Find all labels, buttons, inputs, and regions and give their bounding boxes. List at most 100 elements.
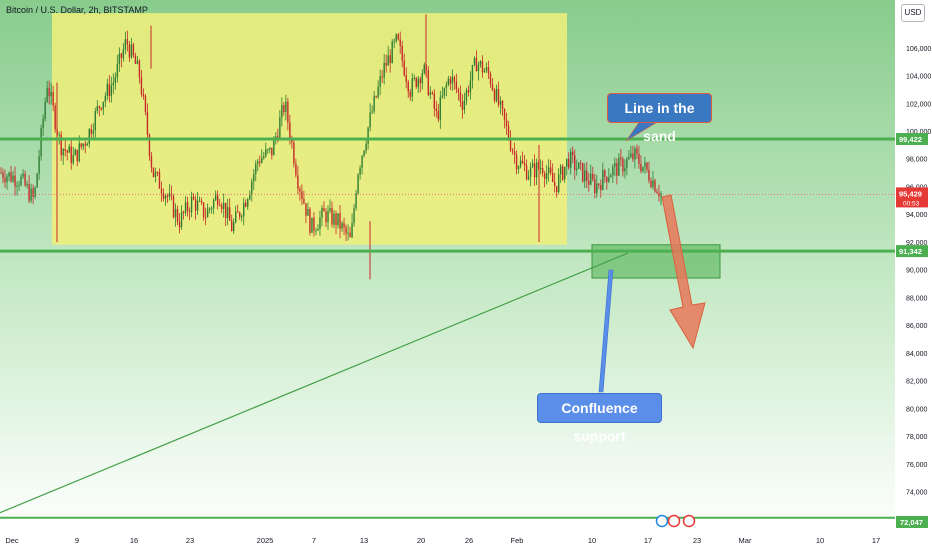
candle-body [263,155,265,158]
y-tick-label: 82,000 [906,379,928,386]
candle-body [313,217,315,231]
candle-body [620,157,622,160]
candle-body [180,211,183,228]
candle-body [555,186,558,193]
candle-body [618,157,620,176]
candle-body [279,117,281,139]
candle-body [387,55,389,66]
candle-body [640,164,642,172]
candle-body [210,208,213,210]
confluence-support-callout[interactable]: Confluence support [537,393,662,444]
event-marker-lightning-icon[interactable] [655,514,669,528]
candle-body [445,84,448,88]
candle-body [106,83,109,97]
candle-body [198,200,201,202]
y-tick-label: 104,000 [906,74,931,81]
candle-body [580,162,582,164]
candle-body [369,112,371,128]
time-scale-background [0,532,895,550]
candle-body [226,207,229,218]
candle-body [44,101,46,119]
candle-body [527,176,530,180]
candle-body [507,126,510,139]
event-marker-flag-icon[interactable] [667,514,681,528]
candle-body [136,60,139,64]
candle-body [160,188,163,194]
candle-body [4,178,6,183]
resistance-price-label: 99,422 [899,135,922,144]
candle-body [82,143,84,147]
candle-body [277,136,279,139]
event-marker-flag-icon[interactable] [682,514,696,528]
candle-body [154,172,157,177]
candle-body [582,163,584,182]
candle-body [241,216,243,218]
x-tick-label: 10 [588,536,596,545]
candle-body [596,183,598,194]
candle-body [190,196,193,213]
candle-body [32,188,34,197]
candle-body [108,83,111,96]
candle-body [333,213,335,225]
candle-body [349,232,351,238]
candle-body [84,143,86,146]
candle-body [614,163,616,167]
bottom-reference-tag [896,516,928,528]
candle-body [391,41,393,64]
candle-body [461,101,464,110]
candle-body [0,172,2,174]
candle-body [16,185,18,187]
line-in-the-sand-callout[interactable]: Line in the sand [607,93,712,144]
candle-body [102,101,105,110]
candle-body [509,138,512,150]
candle-body [92,130,94,134]
candle-body [243,202,245,217]
candle-body [549,167,552,174]
candle-body [441,95,444,98]
y-tick-label: 94,000 [906,212,928,219]
x-tick-label: 13 [360,536,368,545]
resistance-price-tag [896,133,928,146]
candle-body [411,78,413,97]
candle-body [561,166,564,180]
candle-body [42,118,44,128]
candle-body [267,149,269,151]
candle-body [88,129,90,144]
candle-body [638,153,640,165]
candle-body [345,227,347,234]
candle-body [8,172,10,177]
currency-button[interactable]: USD [901,4,925,22]
candle-body [634,148,636,160]
candle-body [551,173,554,182]
candle-body [602,170,604,190]
y-tick-label: 84,000 [906,351,928,358]
candle-body [465,90,468,101]
candle-body [297,175,299,189]
candle-body [572,151,574,156]
candle-body [124,39,127,50]
candle-body [293,142,295,164]
candle-body [224,202,227,218]
candle-body [421,73,423,84]
candle-body [477,64,480,72]
candle-body [68,146,70,153]
y-tick-label: 80,000 [906,406,928,413]
candle-body [24,173,26,186]
candle-body [134,55,137,64]
candle-body [646,162,648,170]
candle-body [249,193,251,200]
candle-body [116,63,119,78]
candle-body [305,203,307,216]
candle-body [196,200,199,211]
candle-body [230,220,233,231]
candle-body [586,170,588,181]
candle-body [525,165,528,180]
candle-body [58,134,60,136]
candle-body [66,150,68,153]
candle-body [90,129,92,134]
candle-body [409,91,411,97]
candle-body [218,204,221,206]
candle-body [289,122,291,139]
